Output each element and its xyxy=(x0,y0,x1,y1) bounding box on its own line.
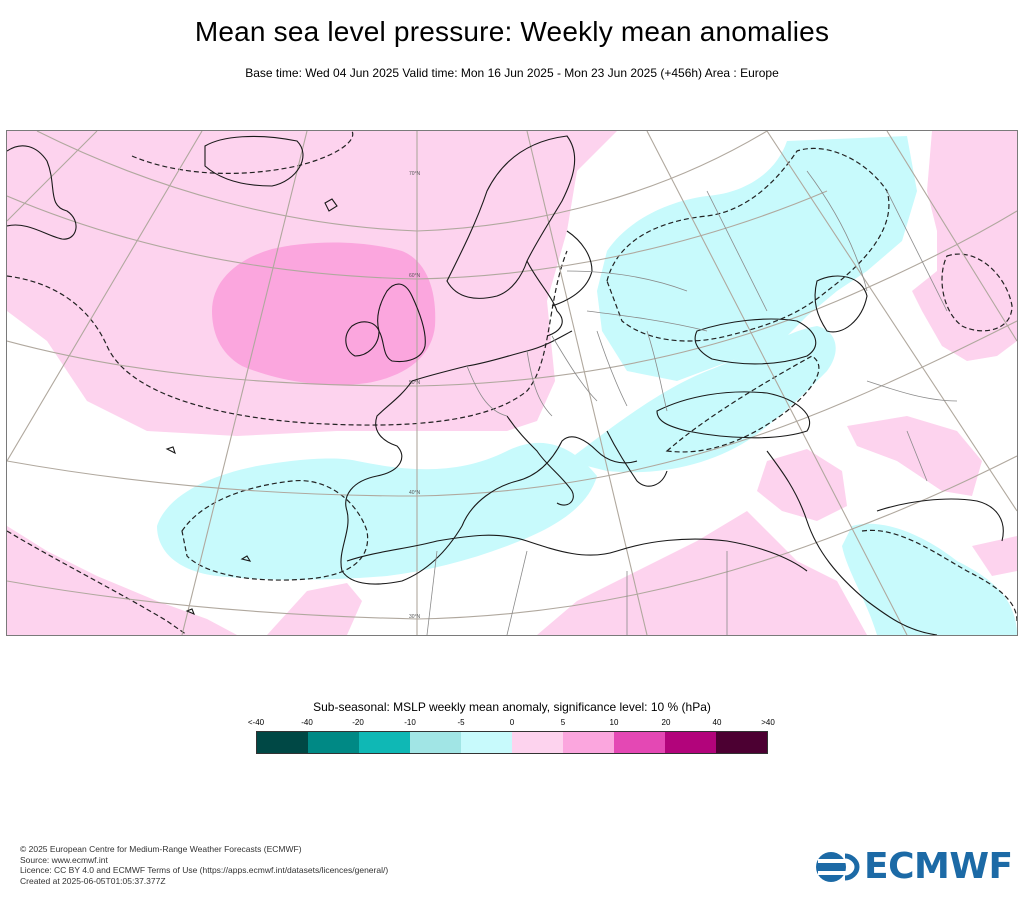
legend-swatch xyxy=(614,732,665,753)
legend-swatch xyxy=(563,732,614,753)
legend-tick: <-40 xyxy=(247,718,265,727)
legend-swatch xyxy=(308,732,359,753)
legend-tick: >40 xyxy=(761,718,775,727)
legend-tick: 40 xyxy=(712,718,722,727)
legend-swatch xyxy=(512,732,563,753)
footer-licence: Licence: CC BY 4.0 and ECMWF Terms of Us… xyxy=(20,865,389,875)
lat-label-40n: 40°N xyxy=(409,490,421,496)
legend-swatch xyxy=(359,732,410,753)
coastlines xyxy=(7,135,1004,635)
legend-tick: -20 xyxy=(352,718,364,727)
ecmwf-logo: ECMWF xyxy=(814,846,1013,887)
ecmwf-logo-icon xyxy=(816,851,860,882)
lat-label-50n: 50°N xyxy=(409,380,421,386)
logo-text: ECMWF xyxy=(864,846,1013,887)
footer-credits: © 2025 European Centre for Medium-Range … xyxy=(20,844,388,886)
map-panel: 70°N 60°N 50°N 40°N 30°N xyxy=(6,130,1018,636)
country-borders xyxy=(426,170,958,635)
latitude-labels: 70°N 60°N 50°N 40°N 30°N xyxy=(409,171,421,620)
legend-title: Sub-seasonal: MSLP weekly mean anomaly, … xyxy=(313,700,711,714)
legend-swatch xyxy=(665,732,716,753)
legend-tick-labels: <-40 -40 -20 -10 -5 0 5 10 20 40 >40 xyxy=(0,718,1024,730)
legend-swatch xyxy=(716,732,767,753)
legend-tick: 20 xyxy=(661,718,671,727)
legend-color-bar xyxy=(256,731,768,754)
legend-tick: -10 xyxy=(404,718,416,727)
legend-tick: 10 xyxy=(609,718,619,727)
chart-title: Mean sea level pressure: Weekly mean ano… xyxy=(194,16,830,47)
footer-copyright: © 2025 European Centre for Medium-Range … xyxy=(20,844,302,854)
legend-tick: 5 xyxy=(560,718,566,727)
legend-swatch xyxy=(461,732,512,753)
legend-tick: -40 xyxy=(301,718,313,727)
lat-label-70n: 70°N xyxy=(409,171,421,177)
footer-created: Created at 2025-06-05T01:05:37.377Z xyxy=(20,875,166,886)
legend-tick: -5 xyxy=(457,718,465,727)
chart-subtitle: Base time: Wed 04 Jun 2025 Valid time: M… xyxy=(245,66,779,80)
legend-swatch xyxy=(257,732,308,753)
lat-label-60n: 60°N xyxy=(409,273,421,279)
legend-tick: 0 xyxy=(509,718,515,727)
anomaly-negative-light xyxy=(157,136,1017,635)
lat-label-30n: 30°N xyxy=(409,614,421,620)
anomaly-map: 70°N 60°N 50°N 40°N 30°N xyxy=(7,131,1017,635)
legend-swatch xyxy=(410,732,461,753)
graticule xyxy=(7,131,1017,635)
footer-source: Source: www.ecmwf.int xyxy=(20,854,108,865)
